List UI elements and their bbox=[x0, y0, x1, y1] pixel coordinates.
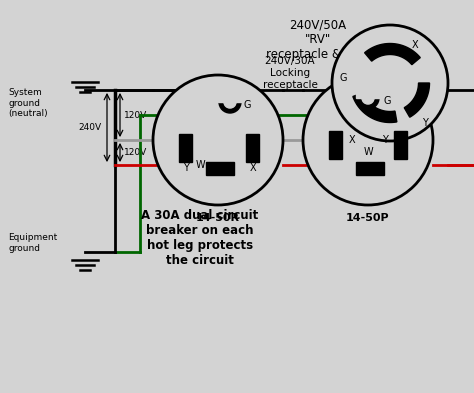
Text: X: X bbox=[349, 135, 356, 145]
Text: G: G bbox=[384, 96, 392, 106]
Circle shape bbox=[219, 91, 241, 113]
Text: 120V: 120V bbox=[124, 148, 147, 157]
Bar bbox=[329, 131, 343, 159]
Text: Y: Y bbox=[183, 163, 189, 173]
Text: 240V/50A
"RV"
receptacle & plug: 240V/50A "RV" receptacle & plug bbox=[266, 18, 370, 61]
Text: A 30A dual circuit
breaker on each
hot leg protects
the circuit: A 30A dual circuit breaker on each hot l… bbox=[141, 209, 259, 267]
Text: Equipment
ground: Equipment ground bbox=[8, 233, 57, 253]
Text: X: X bbox=[250, 163, 256, 173]
Bar bbox=[356, 86, 380, 98]
Circle shape bbox=[357, 87, 379, 109]
Bar bbox=[180, 134, 192, 162]
Text: G: G bbox=[244, 100, 252, 110]
Text: L6-30R: L6-30R bbox=[374, 149, 417, 159]
Text: G: G bbox=[340, 73, 347, 83]
Text: 240V: 240V bbox=[78, 123, 101, 132]
Text: 14-50R: 14-50R bbox=[196, 213, 240, 223]
Text: W: W bbox=[195, 160, 205, 170]
Bar bbox=[218, 90, 242, 102]
Text: 120V: 120V bbox=[124, 110, 147, 119]
Text: 240V/30A
Locking
receptacle: 240V/30A Locking receptacle bbox=[263, 57, 318, 90]
Text: 14-50P: 14-50P bbox=[346, 213, 390, 223]
Bar bbox=[394, 131, 408, 159]
Text: X: X bbox=[412, 40, 419, 50]
Text: Y: Y bbox=[422, 118, 428, 128]
Bar bbox=[206, 162, 234, 174]
Circle shape bbox=[303, 75, 433, 205]
Bar bbox=[356, 162, 384, 174]
Text: Y: Y bbox=[382, 135, 388, 145]
Bar bbox=[246, 134, 259, 162]
Text: System
ground
(neutral): System ground (neutral) bbox=[8, 88, 47, 118]
Polygon shape bbox=[365, 44, 420, 65]
Circle shape bbox=[224, 96, 236, 108]
Circle shape bbox=[332, 25, 448, 141]
Circle shape bbox=[362, 92, 374, 104]
Polygon shape bbox=[404, 83, 429, 117]
Polygon shape bbox=[353, 93, 397, 123]
Text: W: W bbox=[363, 147, 373, 157]
Circle shape bbox=[153, 75, 283, 205]
